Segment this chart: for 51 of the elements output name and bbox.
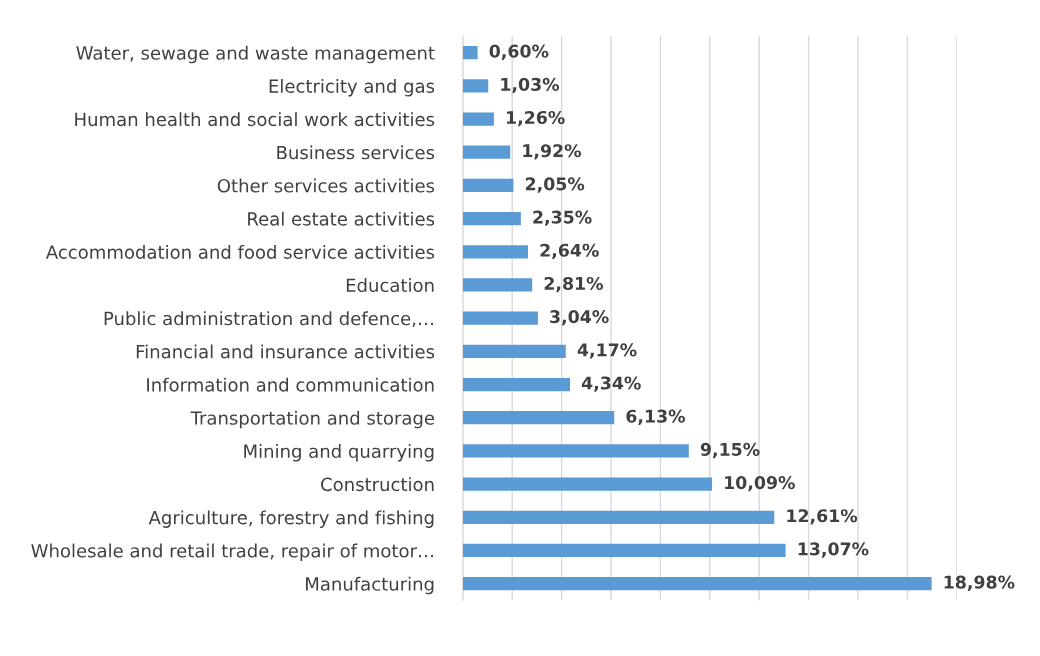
data-label: 18,98% xyxy=(944,575,1015,591)
bar xyxy=(462,178,514,193)
bar xyxy=(462,510,775,524)
data-label: 4,34% xyxy=(581,376,641,392)
bar xyxy=(462,444,689,458)
data-label: 3,04% xyxy=(550,310,609,326)
data-label: 10,09% xyxy=(725,475,795,492)
y-tick-label: Agriculture, forestry and fishing xyxy=(148,510,434,528)
data-label: 0,60% xyxy=(489,44,549,60)
y-tick-label: Information and communication xyxy=(147,377,434,392)
y-tick-label: Real estate activities xyxy=(248,211,435,226)
data-label: 1,03% xyxy=(501,77,560,94)
bar xyxy=(462,278,533,292)
data-label: 1,26% xyxy=(506,110,565,127)
y-tick-label: Transportation and storage xyxy=(190,410,435,429)
y-tick-label: Construction xyxy=(321,477,434,492)
bar xyxy=(462,112,494,126)
data-label: 4,17% xyxy=(577,343,637,359)
bar xyxy=(462,311,538,325)
y-tick-label: Human health and social work activities xyxy=(75,112,435,127)
y-tick-label: Business services xyxy=(277,145,435,160)
data-label: 2,35% xyxy=(533,210,592,226)
data-label: 2,64% xyxy=(540,243,599,260)
bar xyxy=(462,577,932,591)
data-label: 6,13% xyxy=(626,409,685,425)
bar xyxy=(462,477,713,491)
y-tick-label: Other services activities xyxy=(217,178,435,193)
y-tick-label: Mining and quarrying xyxy=(244,444,434,462)
data-label: 2,05% xyxy=(525,177,585,193)
y-tick-label: Water, sewage and waste management xyxy=(76,45,435,64)
bar xyxy=(462,344,566,358)
bar xyxy=(462,245,529,259)
bar xyxy=(462,79,489,93)
bar xyxy=(462,543,786,558)
data-label: 13,07% xyxy=(798,542,869,558)
bar xyxy=(462,377,570,392)
data-label: 2,81% xyxy=(544,276,603,293)
bar xyxy=(462,211,521,226)
y-tick-label: Manufacturing xyxy=(306,576,434,595)
bar xyxy=(462,145,511,159)
bar xyxy=(462,46,478,60)
y-tick-label: Public administration and defence,… xyxy=(104,311,433,328)
data-label: 12,61% xyxy=(787,509,858,525)
y-tick-label: Accommodation and food service activities xyxy=(45,244,435,259)
y-tick-label: Financial and insurance activities xyxy=(136,344,435,359)
y-tick-label: Education xyxy=(346,278,434,293)
data-label: 9,15% xyxy=(700,442,760,459)
data-label: 1,92% xyxy=(523,144,582,160)
bar xyxy=(462,411,615,425)
y-tick-label: Wholesale and retail trade, repair of motor… xyxy=(31,543,433,562)
y-tick-label: Electricity and gas xyxy=(269,79,435,97)
